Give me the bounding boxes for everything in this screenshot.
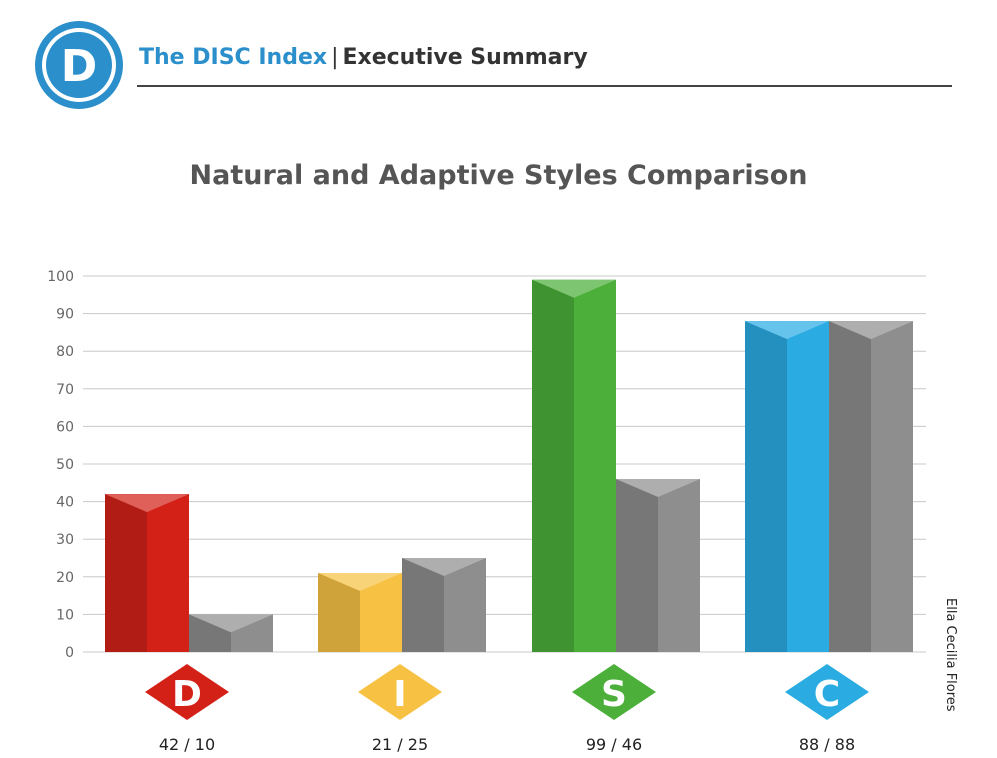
y-tick-label: 80 <box>56 344 74 360</box>
bar-natural-S-right-face <box>574 279 616 652</box>
y-tick-label: 100 <box>47 269 74 285</box>
page-subtitle: Executive Summary <box>342 45 588 70</box>
bar-adaptive-C-left-face <box>829 321 871 652</box>
bar-adaptive-C-right-face <box>871 321 913 652</box>
bar-natural-C-right-face <box>787 321 829 652</box>
value-label-D: 42 / 10 <box>159 735 215 754</box>
value-label-C: 88 / 88 <box>799 735 855 754</box>
bar-adaptive-D-top-face <box>189 614 273 633</box>
disc-logo-icon: D <box>35 21 123 109</box>
header-brand: The DISC Index | Executive Summary <box>139 45 588 70</box>
brand-title: The DISC Index <box>139 45 328 70</box>
header-divider <box>137 85 952 87</box>
y-tick-label: 20 <box>56 570 74 586</box>
y-tick-label: 30 <box>56 532 74 548</box>
bar-natural-S-top-face <box>532 279 616 298</box>
category-label-S: S <box>601 674 627 715</box>
bar-natural-D-left-face <box>105 494 147 652</box>
bar-natural-D-top-face <box>105 494 189 513</box>
bar-adaptive-S-right-face <box>658 479 700 652</box>
bar-adaptive-I-right-face <box>444 558 486 652</box>
category-diamond-S <box>572 664 656 720</box>
bar-natural-S-left-face <box>532 279 574 652</box>
category-label-C: C <box>814 674 840 715</box>
bar-adaptive-S-top-face <box>616 479 700 498</box>
value-label-S: 99 / 46 <box>586 735 642 754</box>
y-tick-label: 90 <box>56 307 74 323</box>
bar-natural-I-top-face <box>318 573 402 592</box>
bar-adaptive-I-top-face <box>402 558 486 576</box>
chart-title: Natural and Adaptive Styles Comparison <box>189 160 808 191</box>
bar-adaptive-I-left-face <box>402 558 444 652</box>
bar-natural-D-right-face <box>147 494 189 652</box>
y-tick-label: 60 <box>56 419 74 435</box>
category-label-D: D <box>172 674 202 715</box>
bar-adaptive-C-top-face <box>829 321 913 340</box>
bar-natural-C-top-face <box>745 321 829 340</box>
y-tick-label: 40 <box>56 495 74 511</box>
y-tick-label: 50 <box>56 457 74 473</box>
y-tick-label: 0 <box>65 645 74 661</box>
brand-separator: | <box>331 45 339 70</box>
y-tick-label: 70 <box>56 382 74 398</box>
bar-natural-C-left-face <box>745 321 787 652</box>
logo-letter: D <box>61 41 98 92</box>
category-label-I: I <box>393 674 406 715</box>
category-diamond-D <box>145 664 229 720</box>
category-diamond-I <box>358 664 442 720</box>
y-tick-label: 10 <box>56 607 74 623</box>
bar-adaptive-S-left-face <box>616 479 658 652</box>
category-diamond-C <box>785 664 869 720</box>
author-name: Ella Cecilia Flores <box>943 598 958 712</box>
value-label-I: 21 / 25 <box>372 735 428 754</box>
